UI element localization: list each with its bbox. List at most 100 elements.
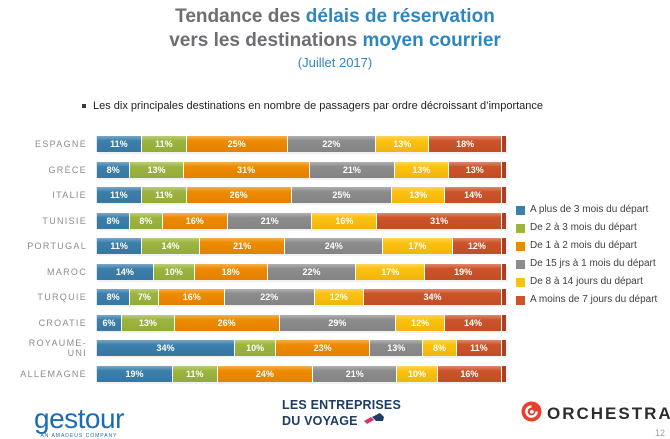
bar-segment: 29% (279, 314, 396, 331)
bar-segment: 16% (162, 212, 227, 229)
bar-segment: 13% (395, 161, 448, 178)
bar-end-cap (501, 365, 506, 382)
legend-swatch-icon (516, 296, 525, 305)
bar-segment: 6% (97, 314, 121, 331)
bar-end-cap (502, 340, 506, 357)
segment-value-label: 13% (412, 164, 431, 175)
segment-value-label: 19% (125, 368, 144, 379)
segment-value-label: 16% (182, 292, 201, 303)
segment-value-label: 22% (302, 266, 321, 277)
segment-value-label: 17% (408, 241, 427, 252)
orchestra-icon (521, 401, 542, 427)
segment-value-label: 7% (137, 292, 151, 303)
segment-value-label: 22% (260, 292, 279, 303)
bar-segment: 10% (397, 365, 437, 382)
bar-segment: 18% (194, 263, 267, 280)
bar-segment: 10% (235, 340, 276, 357)
chart-legend: A plus de 3 mois du départ De 2 à 3 mois … (506, 132, 664, 388)
bar-segment: 11% (97, 187, 141, 204)
gestour-tagline: AN AMADEUS COMPANY (40, 433, 118, 439)
bar-segment: 25% (186, 136, 287, 152)
legend-item: A moins de 7 jours du départ (516, 294, 664, 305)
segment-value-label: 12% (411, 317, 430, 328)
bar-segment: 18% (429, 136, 501, 152)
segment-value-label: 16% (185, 215, 204, 226)
bar-segment: 34% (97, 340, 235, 357)
bar-segment: 34% (363, 289, 502, 306)
legend-swatch-icon (516, 242, 525, 251)
segment-value-label: 8% (139, 215, 153, 226)
bar-segment: 11% (173, 365, 217, 382)
bar-row: ROYAUME-UNI 34% 10% 23% 13% 8% 11% (10, 338, 506, 358)
bar-segment: 11% (97, 136, 141, 152)
bar-segment: 22% (287, 136, 376, 152)
stacked-bar: 8% 13% 31% 21% 13% 13% (96, 161, 506, 178)
segment-value-label: 11% (470, 343, 488, 354)
bar-segment: 11% (141, 187, 186, 204)
bar-segment: 21% (227, 212, 312, 229)
chart-plot-area: ESPAGNE 11% 11% 25% 22% 13% 18% GRÈCE 8% 13% 31% 21… (10, 132, 507, 388)
bar-end-cap (502, 289, 507, 306)
stacked-bar: 34% 10% 23% 13% 8% 11% (96, 340, 506, 357)
bar-segment: 12% (452, 238, 501, 255)
bar-row: GRÈCE 8% 13% 31% 21% 13% 13% (10, 161, 506, 178)
segment-value-label: 11% (110, 139, 128, 149)
bar-segment: 19% (425, 263, 501, 280)
segment-value-label: 31% (237, 164, 256, 175)
legend-swatch-icon (516, 278, 525, 287)
segment-value-label: 29% (328, 317, 347, 328)
bar-segment: 16% (312, 212, 377, 229)
gestour-wordmark: gestour (34, 403, 124, 434)
category-label: PORTUGAL (27, 241, 87, 252)
edv-line1: LES ENTREPRISES (282, 398, 401, 412)
legend-item: De 1 à 2 mois du départ (516, 240, 664, 251)
orchestra-wordmark: ORCHESTRA (547, 404, 670, 423)
entreprises-du-voyage-logo: LES ENTREPRISES DU VOYAGE (282, 398, 401, 430)
segment-value-label: 11% (110, 190, 128, 201)
segment-value-label: 14% (115, 266, 134, 277)
bar-segment: 11% (141, 136, 186, 152)
bar-segment: 8% (129, 212, 162, 229)
segment-value-label: 14% (464, 317, 483, 328)
legend-item: De 2 à 3 mois du départ (516, 222, 664, 233)
title-line2-blue: moyen courrier (362, 30, 501, 51)
bar-segment: 11% (97, 238, 142, 255)
segment-value-label: 24% (324, 241, 343, 252)
segment-value-label: 26% (229, 190, 248, 201)
stacked-bar: 14% 10% 18% 22% 17% 19% (96, 263, 506, 280)
category-label: TURQUIE (37, 292, 87, 303)
stacked-bar: 8% 7% 16% 22% 12% 34% (96, 289, 507, 306)
bar-end-cap (502, 187, 506, 204)
bar-segment: 26% (174, 314, 279, 331)
bar-segment: 31% (377, 212, 502, 229)
segment-value-label: 21% (233, 241, 252, 252)
bar-segment: 23% (276, 340, 370, 357)
bullet-text: Les dix principales destinations en nomb… (93, 100, 544, 112)
bar-segment: 16% (159, 289, 224, 306)
slide-title: Tendance des délais de réservation vers … (0, 5, 670, 70)
segment-value-label: 19% (454, 266, 473, 277)
page-number: 12 (654, 428, 665, 438)
stacked-bar: 11% 11% 25% 22% 13% 18% (96, 136, 506, 152)
segment-value-label: 24% (255, 368, 274, 379)
category-label: GRÈCE (48, 164, 87, 175)
bar-end-cap (502, 161, 506, 178)
bar-segment: 14% (97, 263, 153, 280)
segment-value-label: 34% (423, 292, 442, 303)
legend-item: De 15 jrs à 1 mois du départ (516, 258, 664, 269)
bar-segment: 17% (383, 238, 452, 255)
stacked-bar-chart: ESPAGNE 11% 11% 25% 22% 13% 18% GRÈCE 8% 13% 31% 21… (10, 132, 664, 388)
stacked-bar: 11% 11% 26% 25% 13% 14% (96, 187, 506, 204)
segment-value-label: 13% (138, 317, 157, 328)
bar-row: TUNISIE 8% 8% 16% 21% 16% 31% (10, 212, 507, 229)
title-line1-gray: Tendance des (175, 6, 306, 27)
bar-segment: 8% (423, 340, 456, 357)
bar-segment: 8% (97, 212, 129, 229)
bar-segment: 13% (370, 340, 423, 357)
segment-value-label: 6% (102, 317, 116, 328)
segment-value-label: 13% (147, 164, 166, 175)
segment-value-label: 10% (408, 368, 427, 379)
segment-value-label: 17% (381, 266, 400, 277)
bar-row: ESPAGNE 11% 11% 25% 22% 13% 18% (10, 136, 506, 152)
segment-value-label: 13% (387, 343, 406, 354)
